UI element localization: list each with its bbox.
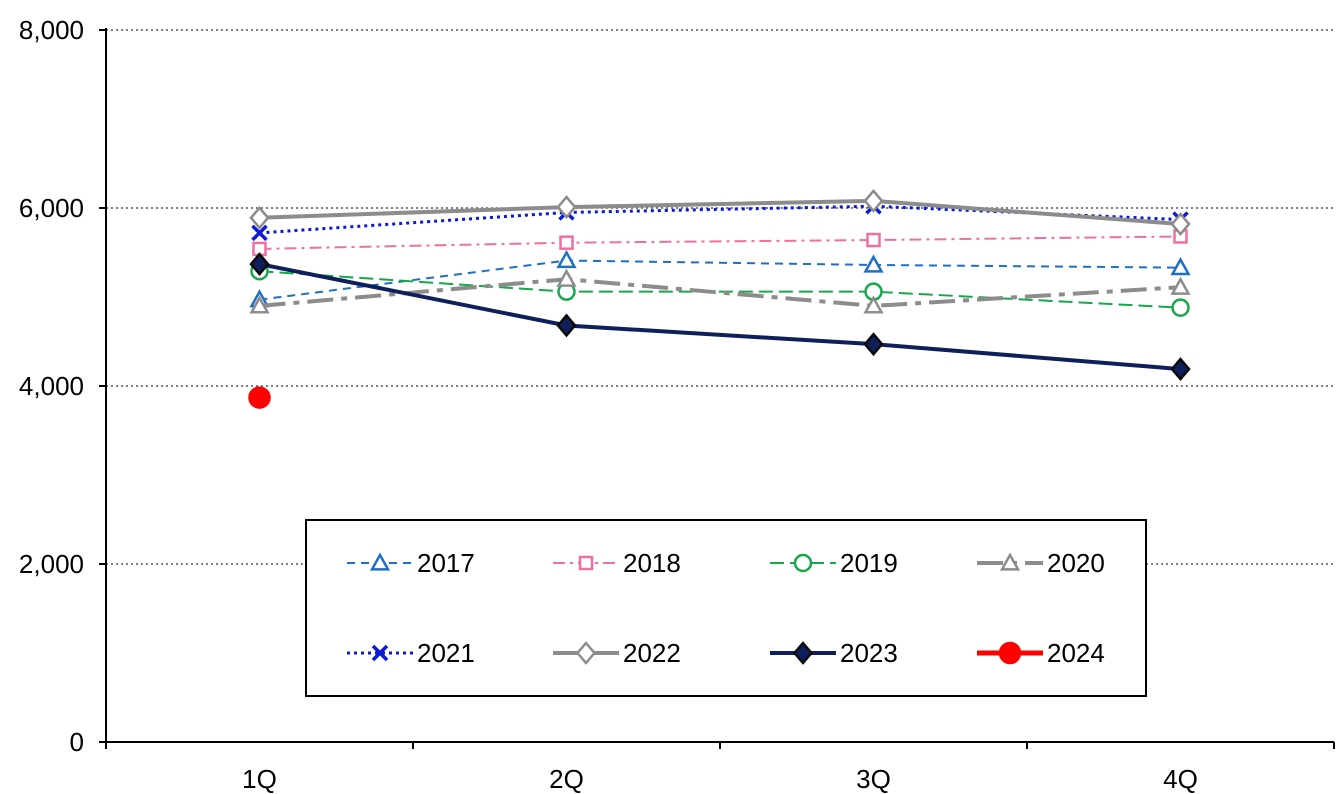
legend-label: 2021 (417, 638, 475, 668)
legend-item-2021: 2021 (347, 638, 475, 668)
legend-label: 2024 (1047, 638, 1105, 668)
data-point-2017 (1170, 257, 1191, 276)
series-line-2022 (259, 198, 1181, 227)
series-line-2021 (259, 204, 1181, 235)
series-line-2017 (259, 259, 1181, 301)
y-tick-label: 4,000 (19, 371, 84, 401)
legend-marker-2022 (575, 641, 597, 665)
legend-marker-2023 (792, 641, 814, 665)
legend-label: 2018 (623, 548, 681, 578)
data-point-2022 (863, 188, 884, 213)
legend-item-2017: 2017 (347, 548, 475, 578)
data-point-2019 (1171, 298, 1190, 317)
data-point-2024 (248, 386, 271, 409)
series-2019 (250, 261, 1190, 317)
series-line-2018 (259, 235, 1181, 250)
legend: 2017 2018 2019 2020 2021 2022 2023 2024 (305, 519, 1147, 697)
series-line-2019 (259, 270, 1181, 309)
legend-item-2020: 2020 (977, 548, 1105, 578)
legend-item-2018: 2018 (553, 548, 681, 578)
data-point-2023 (863, 332, 884, 357)
series-line-2020 (259, 277, 1181, 308)
data-point-2017 (556, 249, 577, 269)
series-2018 (252, 229, 1188, 257)
legend-label: 2017 (417, 548, 475, 578)
series-2023 (249, 252, 1191, 382)
legend-marker-2021 (371, 644, 389, 662)
x-tick-label: 4Q (1163, 764, 1198, 794)
legend-label: 2022 (623, 638, 681, 668)
y-tick-label: 8,000 (19, 15, 84, 45)
data-point-2022 (249, 205, 270, 230)
data-point-2023 (556, 313, 577, 338)
data-point-2023 (1170, 357, 1191, 382)
series-layer (248, 188, 1191, 409)
legend-marker-2017 (369, 552, 391, 571)
x-tick-label: 1Q (242, 764, 277, 794)
data-point-2018 (559, 235, 574, 250)
legend-item-2019: 2019 (770, 548, 898, 578)
y-tick-label: 2,000 (19, 549, 84, 579)
legend-item-2022: 2022 (553, 638, 681, 668)
data-point-2020 (863, 295, 884, 314)
data-point-2020 (249, 295, 270, 314)
data-point-2018 (866, 232, 881, 248)
legend-label: 2023 (840, 638, 898, 668)
legend-marker-2018 (578, 555, 594, 571)
gridlines (106, 29, 1334, 565)
legend-label: 2020 (1047, 548, 1105, 578)
y-tick-label: 0 (70, 727, 84, 757)
data-point-2022 (556, 195, 577, 220)
legend-marker-2024 (998, 641, 1022, 665)
legend-item-2023: 2023 (770, 638, 898, 668)
data-point-2022 (1170, 212, 1191, 236)
axes: 0 2,000 4,000 6,000 8,000 1Q 2Q 3Q 4Q (19, 15, 1335, 794)
series-2020 (249, 268, 1191, 314)
y-tick-label: 6,000 (19, 193, 84, 223)
legend-marker-2019 (793, 553, 813, 573)
data-point-2021 (251, 224, 268, 242)
x-tick-label: 3Q (856, 764, 891, 794)
series-2022 (249, 188, 1191, 236)
legend-item-2024: 2024 (977, 638, 1105, 668)
data-point-2023 (249, 252, 270, 277)
legend-marker-2020 (999, 552, 1021, 571)
data-point-2017 (863, 254, 884, 273)
data-point-2020 (556, 268, 577, 287)
series-line-2023 (259, 262, 1181, 372)
data-point-2020 (1170, 276, 1191, 295)
legend-label: 2019 (840, 548, 898, 578)
legend-box (305, 519, 1147, 697)
x-tick-label: 2Q (549, 764, 584, 794)
series-2024 (248, 386, 271, 409)
